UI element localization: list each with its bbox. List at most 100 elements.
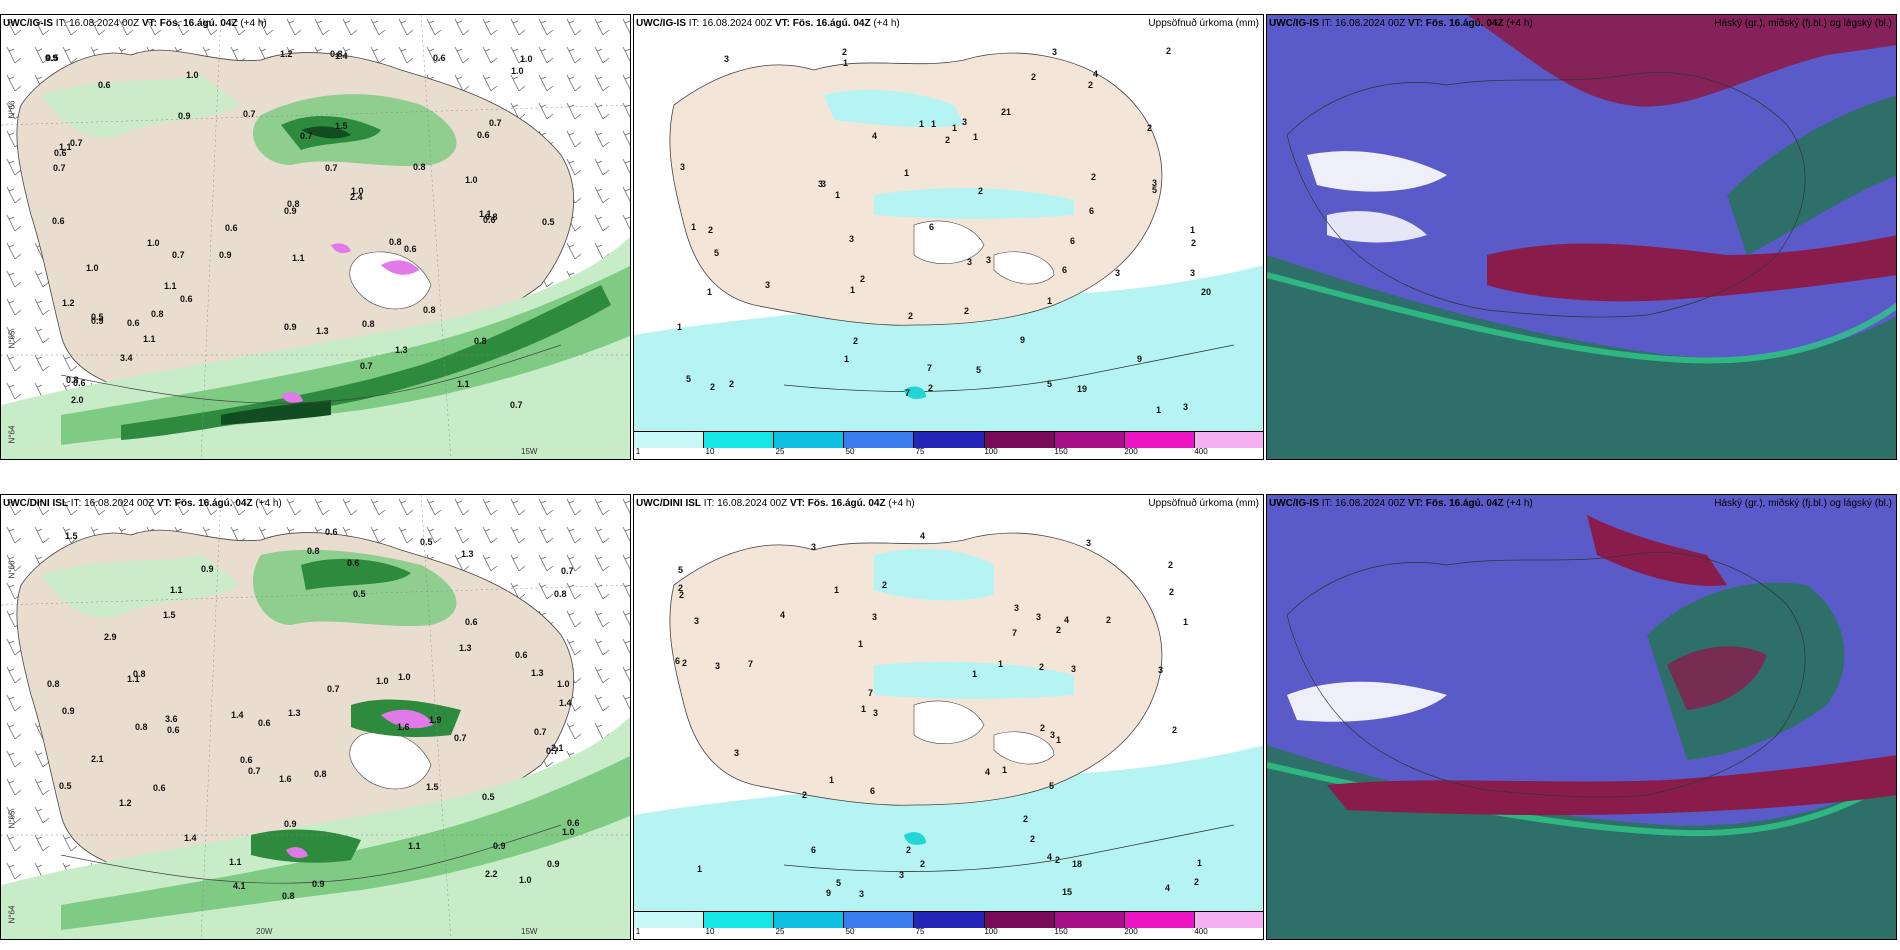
map-value-label: 1.0 [147, 238, 160, 248]
panel-right-title: Háský (gr.), miðský (fj.bl.) og lágský (… [1714, 18, 1892, 29]
map-value-label: 3 [967, 257, 973, 267]
map-value-label: 0.6 [483, 215, 496, 225]
map-value-label: 4 [872, 131, 878, 141]
map-value-label: 1 [677, 322, 683, 332]
map-value-label: 1.3 [461, 549, 474, 559]
colorbar-swatch [774, 432, 845, 448]
colorbar-swatch [1054, 432, 1125, 448]
map-value-label: 0.9 [284, 322, 297, 332]
map-value-label: 0.6 [167, 725, 180, 735]
precip-colorbar: 1 10 25 50 75 100 150 200 400 [634, 431, 1263, 459]
map-value-label: 2.2 [485, 869, 498, 879]
map-value-label: 0.6 [347, 558, 360, 568]
map-value-label: 0.6 [98, 80, 111, 90]
map-value-label: 0.8 [47, 679, 60, 689]
map-value-label: 1 [1190, 225, 1196, 235]
map-value-label: 2 [679, 590, 685, 600]
map-value-label: 1 [1197, 858, 1203, 868]
map-value-label: 0.8 [66, 375, 79, 385]
iceland-landmass [669, 52, 1163, 326]
colorbar-tick-label: 200 [1124, 927, 1138, 936]
colorbar-swatch [914, 432, 985, 448]
map-value-label: 3 [1086, 538, 1092, 548]
lat-label: N°66 [7, 560, 17, 579]
map-value-label: 1.0 [186, 70, 199, 80]
panel-right-title: Uppsöfnuð úrkoma (mm) [1148, 498, 1259, 509]
map-value-label: 21 [1001, 107, 1012, 117]
map-value-label: 2 [1023, 814, 1029, 824]
map-value-label: 3.4 [120, 353, 133, 363]
colorbar-swatch [634, 432, 705, 448]
map-value-label: 5 [976, 365, 982, 375]
map-value-label: 3 [1050, 730, 1056, 740]
map-value-label: 0.7 [454, 733, 467, 743]
map-value-label: 5 [678, 565, 684, 575]
panel-title: UWC/IG-IS IT: 16.08.2024 00Z VT: Fös. 16… [1269, 18, 1533, 29]
map-value-label: 3 [821, 179, 827, 189]
map-value-label: 1.5 [426, 782, 439, 792]
map-value-label: 1.0 [351, 186, 364, 196]
map-value-label: 1.0 [520, 54, 533, 64]
map-value-label: 2 [710, 382, 716, 392]
map-panel-windprecip-top: UWC/IG-IS IT: 16.08.2024 00Z VT: Fös. 16… [0, 14, 631, 460]
map-value-label: 2 [1106, 615, 1112, 625]
map-value-label: 0.9 [284, 206, 297, 216]
map-value-label: 3 [811, 542, 817, 552]
map-value-label: 1 [697, 864, 703, 874]
map-value-label: 0.8 [554, 589, 567, 599]
map-value-label: 0.9 [91, 316, 104, 326]
map-value-label: 1.4 [335, 51, 348, 61]
map-value-label: 1.1 [170, 585, 183, 595]
map-panel-accum-bottom: UWC/DINI ISL IT: 16.08.2024 00Z VT: Fös.… [633, 494, 1264, 940]
map-value-label: 0.6 [153, 783, 166, 793]
map-value-label: 2 [729, 379, 735, 389]
map-value-label: 2 [964, 306, 970, 316]
map-value-label: 0.9 [201, 564, 214, 574]
map-value-label: 2 [945, 135, 951, 145]
map-value-label: 0.8 [362, 319, 375, 329]
map-value-label: 2 [1194, 877, 1200, 887]
map-value-label: 7 [905, 388, 911, 398]
map-value-label: 1 [850, 285, 856, 295]
map-value-label: 0.6 [54, 148, 67, 158]
map-value-label: 0.9 [45, 53, 58, 63]
map-value-label: 1.1 [479, 209, 492, 219]
map-value-label: 6 [1062, 265, 1068, 275]
map-value-label: 5 [836, 878, 842, 888]
panel-title: UWC/IG-IS IT: 16.08.2024 00Z VT: Fös. 16… [3, 18, 267, 29]
colorbar-tick-label: 400 [1194, 927, 1208, 936]
map-value-label: 0.8 [287, 199, 300, 209]
map-value-label: 0.7 [325, 163, 338, 173]
panel-right-title: Háský (gr.), miðský (fj.bl.) og lágský (… [1714, 498, 1892, 509]
map-value-label: 3.6 [165, 714, 178, 724]
map-value-label: 0.7 [70, 138, 83, 148]
map-value-label: 0.5 [542, 217, 555, 227]
map-value-label: 3 [1014, 603, 1020, 613]
colorbar-tick-label: 150 [1054, 927, 1068, 936]
map-value-label: 4 [920, 531, 926, 541]
map-value-label: 7 [927, 363, 933, 373]
map-value-label: 2 [708, 225, 714, 235]
map-value-label: 15 [1062, 887, 1073, 897]
map-value-label: 0.5 [482, 792, 495, 802]
map-value-label: 1 [844, 354, 850, 364]
map-value-label: 0.6 [477, 130, 490, 140]
colorbar-tick-label: 1 [635, 927, 641, 936]
map-value-label: 2 [1172, 725, 1178, 735]
map-value-label: 1.4 [559, 698, 572, 708]
colorbar-swatch [844, 912, 915, 928]
map-value-label: 2 [1168, 560, 1174, 570]
map-panel-accum-top: UWC/IG-IS IT: 16.08.2024 00Z VT: Fös. 16… [633, 14, 1264, 460]
map-value-label: 9 [826, 888, 832, 898]
map-value-label: 1.5 [163, 610, 176, 620]
map-value-label: 1.9 [429, 715, 442, 725]
map-value-label: 2 [1030, 834, 1036, 844]
map-value-label: 5 [686, 374, 692, 384]
map-value-label: 1.1 [127, 674, 140, 684]
colorbar-swatch [914, 912, 985, 928]
map-value-label: 2 [682, 658, 688, 668]
map-value-label: 4 [1064, 615, 1070, 625]
panel-title: UWC/DINI ISL IT: 16.08.2024 00Z VT: Fös.… [636, 498, 915, 509]
panel-title: UWC/DINI ISL IT: 16.08.2024 00Z VT: Fös.… [3, 498, 282, 509]
map-value-label: 2 [1039, 662, 1045, 672]
